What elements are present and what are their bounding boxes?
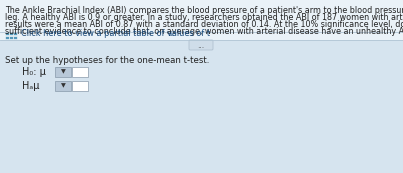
Bar <box>13 40 17 43</box>
Bar <box>72 67 88 77</box>
Text: The Ankle Brachial Index (ABI) compares the blood pressure of a patient's arm to: The Ankle Brachial Index (ABI) compares … <box>5 6 403 15</box>
Text: Click here to view a partial table of values of t: Click here to view a partial table of va… <box>21 29 210 38</box>
Bar <box>55 81 71 91</box>
Text: Set up the hypotheses for the one-mean t-test.: Set up the hypotheses for the one-mean t… <box>5 56 210 65</box>
Bar <box>72 81 88 91</box>
Text: ▼: ▼ <box>60 84 65 89</box>
Bar <box>9 31 13 35</box>
Bar <box>0 0 403 85</box>
FancyBboxPatch shape <box>189 40 213 50</box>
Text: ...: ... <box>197 40 205 49</box>
Text: leg. A healthy ABI is 0.9 or greater. In a study, researchers obtained the ABI o: leg. A healthy ABI is 0.9 or greater. In… <box>5 13 403 22</box>
Bar <box>5 40 8 43</box>
Bar <box>13 36 17 39</box>
Bar <box>5 36 8 39</box>
Bar <box>9 40 13 43</box>
Bar <box>5 31 8 35</box>
Text: H₀: μ: H₀: μ <box>22 67 46 77</box>
Text: results were a mean ABI of 0.87 with a standard deviation of 0.14. At the 10% si: results were a mean ABI of 0.87 with a s… <box>5 20 403 29</box>
Text: sufficient evidence to conclude that, on average, women with arterial disease ha: sufficient evidence to conclude that, on… <box>5 27 403 36</box>
Text: α: α <box>168 32 173 37</box>
Text: ▼: ▼ <box>60 70 65 75</box>
Bar <box>9 36 13 39</box>
Bar <box>55 67 71 77</box>
Text: Hₐμ: Hₐμ <box>22 81 39 91</box>
Bar <box>0 40 403 173</box>
Bar <box>13 31 17 35</box>
